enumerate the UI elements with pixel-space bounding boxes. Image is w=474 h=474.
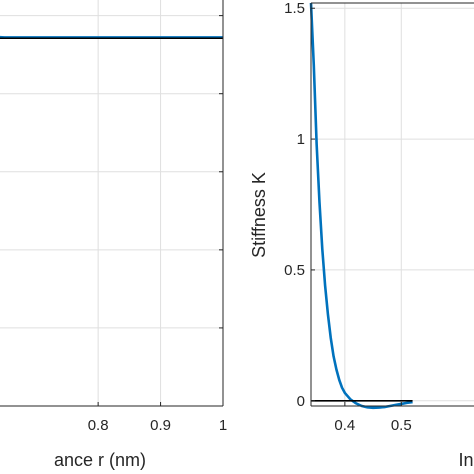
right-y-ticks: 0 0.5 1 1.5 bbox=[284, 0, 315, 410]
x-tick-label: 0.5 bbox=[391, 417, 412, 434]
left-series bbox=[0, 35, 223, 40]
data-series-line bbox=[0, 35, 223, 39]
right-x-ticks: 0.4 0.5 bbox=[334, 402, 412, 434]
y-tick-label: 1.5 bbox=[284, 0, 305, 17]
x-tick-label: 0.8 bbox=[88, 417, 109, 434]
right-y-axis-label: Stiffness K bbox=[249, 172, 269, 258]
y-tick-label: 1 bbox=[297, 131, 305, 148]
right-x-axis-label: In bbox=[458, 450, 473, 470]
y-tick-label: 0.5 bbox=[284, 262, 305, 279]
x-tick-label: 1 bbox=[219, 417, 227, 434]
left-plot-area bbox=[0, 0, 223, 406]
right-plot-area bbox=[311, 3, 474, 406]
left-y-ticks bbox=[219, 15, 223, 407]
left-panel: 0.8 0.9 1 ance r (nm) bbox=[0, 0, 227, 470]
y-tick-label: 0 bbox=[297, 393, 305, 410]
left-x-ticks: 0.8 0.9 1 bbox=[88, 402, 227, 434]
x-tick-label: 0.4 bbox=[334, 417, 355, 434]
right-panel: 0.4 0.5 0 0.5 1 1.5 In Stiffness K bbox=[249, 0, 474, 470]
x-tick-label: 0.9 bbox=[150, 417, 171, 434]
left-x-axis-label: ance r (nm) bbox=[54, 450, 146, 470]
